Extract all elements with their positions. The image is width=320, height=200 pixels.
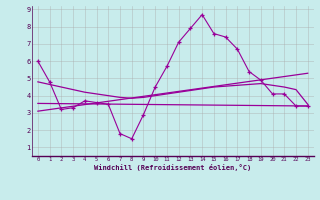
X-axis label: Windchill (Refroidissement éolien,°C): Windchill (Refroidissement éolien,°C) bbox=[94, 164, 252, 171]
